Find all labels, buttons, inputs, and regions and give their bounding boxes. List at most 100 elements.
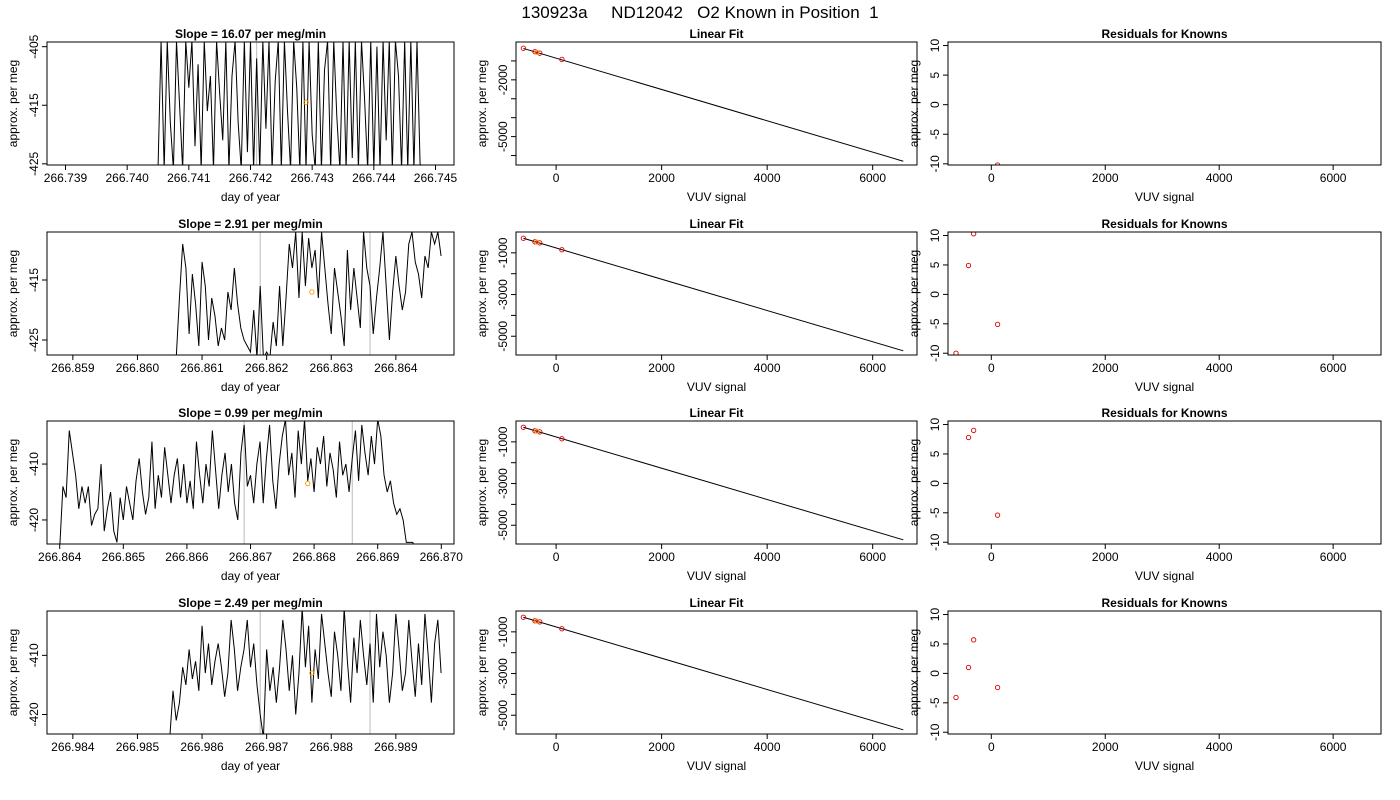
data-point [994, 162, 1001, 165]
fit-line [523, 426, 904, 541]
x-tick-label: 4000 [1206, 740, 1233, 754]
y-tick-label: 0 [928, 101, 942, 108]
data-point [994, 321, 1001, 328]
x-tick-label: 266.864 [38, 550, 82, 564]
x-tick-label: 0 [988, 740, 995, 754]
x-tick-label: 2000 [1092, 740, 1119, 754]
x-axis-label: VUV signal [687, 380, 746, 394]
y-tick-label: 0 [928, 480, 942, 487]
plot-area [157, 42, 422, 165]
x-tick-label: 6000 [1320, 361, 1347, 375]
data-point [965, 262, 972, 269]
highlight-point [533, 239, 540, 245]
highlight-point [309, 289, 315, 295]
y-tick-label: -410 [27, 452, 41, 476]
plot-area [965, 427, 1001, 518]
x-tick-label: 4000 [1206, 550, 1233, 564]
y-tick-label: -10 [928, 155, 942, 173]
y-tick-label: -5000 [496, 121, 510, 152]
x-tick-label: 266.870 [420, 550, 464, 564]
y-axis-label: approx. per meg [907, 629, 921, 716]
y-tick-label: -3000 [496, 468, 510, 499]
plot-area [175, 232, 442, 355]
x-tick-label: 266.865 [102, 550, 146, 564]
panel-6: Residuals for Knowns 0 2000 4000 6000 -10 -5 0 5… [907, 217, 1382, 394]
data-point [965, 664, 972, 671]
y-tick-label: -425 [27, 152, 41, 176]
highlight-point [303, 99, 309, 105]
plot-area [520, 424, 904, 541]
x-axis-label: VUV signal [687, 759, 746, 773]
x-axis-label: day of year [221, 380, 280, 394]
x-tick-label: 6000 [859, 550, 886, 564]
y-axis-label: approx. per meg [6, 250, 20, 337]
panel-frame [46, 420, 455, 545]
y-tick-label: 5 [928, 71, 942, 78]
x-tick-label: 0 [553, 740, 560, 754]
panel-title: Slope = 0.99 per meg/min [178, 406, 322, 420]
y-tick-label: 10 [928, 418, 942, 432]
data-point [537, 240, 543, 246]
y-axis-label: approx. per meg [6, 629, 20, 716]
x-tick-label: 266.861 [180, 361, 224, 375]
y-tick-label: -5 [928, 507, 942, 518]
panel-1: Slope = 16.07 per meg/min 266.739 266.740 2… [6, 27, 458, 204]
x-tick-label: 4000 [754, 740, 781, 754]
x-tick-label: 0 [553, 361, 560, 375]
x-tick-label: 2000 [648, 361, 675, 375]
x-tick-label: 4000 [754, 361, 781, 375]
y-tick-label: -3000 [496, 658, 510, 689]
plot-area [520, 614, 904, 731]
x-tick-label: 266.862 [245, 361, 289, 375]
data-point [994, 684, 1001, 691]
plot-area [953, 637, 1001, 701]
panel-title: Residuals for Knowns [1101, 596, 1227, 610]
x-tick-label: 4000 [754, 550, 781, 564]
x-tick-label: 6000 [1320, 740, 1347, 754]
y-axis-label: approx. per meg [6, 60, 20, 147]
panel-title: Residuals for Knowns [1101, 406, 1227, 420]
x-tick-label: 2000 [648, 171, 675, 185]
x-axis-label: VUV signal [1135, 380, 1194, 394]
data-point [559, 56, 565, 63]
y-tick-label: -415 [27, 93, 41, 117]
panel-frame [515, 420, 918, 545]
panel-3: Residuals for Knowns 0 2000 4000 6000 -10 -5 0 5… [907, 27, 1382, 204]
data-point [520, 424, 527, 430]
series-line [157, 42, 422, 165]
y-tick-label: 5 [928, 640, 942, 647]
x-tick-label: 0 [553, 550, 560, 564]
x-tick-label: 4000 [1206, 361, 1233, 375]
data-point [970, 637, 977, 643]
x-tick-label: 266.744 [352, 171, 396, 185]
x-axis-label: day of year [221, 569, 280, 583]
y-tick-label: -5 [928, 318, 942, 329]
panel-frame [515, 610, 918, 735]
plot-area [520, 45, 904, 162]
data-point [520, 235, 527, 241]
panel-title: Slope = 2.91 per meg/min [178, 217, 322, 231]
highlight-point [533, 618, 540, 624]
panel-12: Residuals for Knowns 0 2000 4000 6000 -10 -5 0 5… [907, 596, 1382, 773]
y-axis-label: approx. per meg [907, 439, 921, 526]
x-tick-label: 266.864 [374, 361, 418, 375]
data-point [559, 247, 565, 253]
y-axis-label: approx. per meg [907, 250, 921, 337]
y-axis-label: approx. per meg [475, 629, 489, 716]
y-tick-label: 0 [928, 291, 942, 298]
x-tick-label: 6000 [859, 740, 886, 754]
x-tick-label: 0 [988, 361, 995, 375]
panel-title: Linear Fit [689, 217, 743, 231]
y-tick-label: -2000 [496, 64, 510, 95]
y-tick-label: -405 [27, 34, 41, 58]
x-tick-label: 4000 [1206, 171, 1233, 185]
panel-9: Residuals for Knowns 0 2000 4000 6000 -10 -5 0 5… [907, 406, 1382, 583]
panel-11: Linear Fit 0 2000 4000 6000 -1000 -3000 -5000 VU… [475, 596, 918, 773]
x-tick-label: 6000 [859, 361, 886, 375]
series-line [169, 611, 442, 734]
y-axis-label: approx. per meg [6, 439, 20, 526]
data-point [520, 614, 527, 620]
panel-7: Slope = 0.99 per meg/min 266.864 266.865 26… [6, 406, 463, 583]
panel-2: Linear Fit 0 2000 4000 6000 -2000 -5000 VUV sig… [475, 27, 918, 204]
